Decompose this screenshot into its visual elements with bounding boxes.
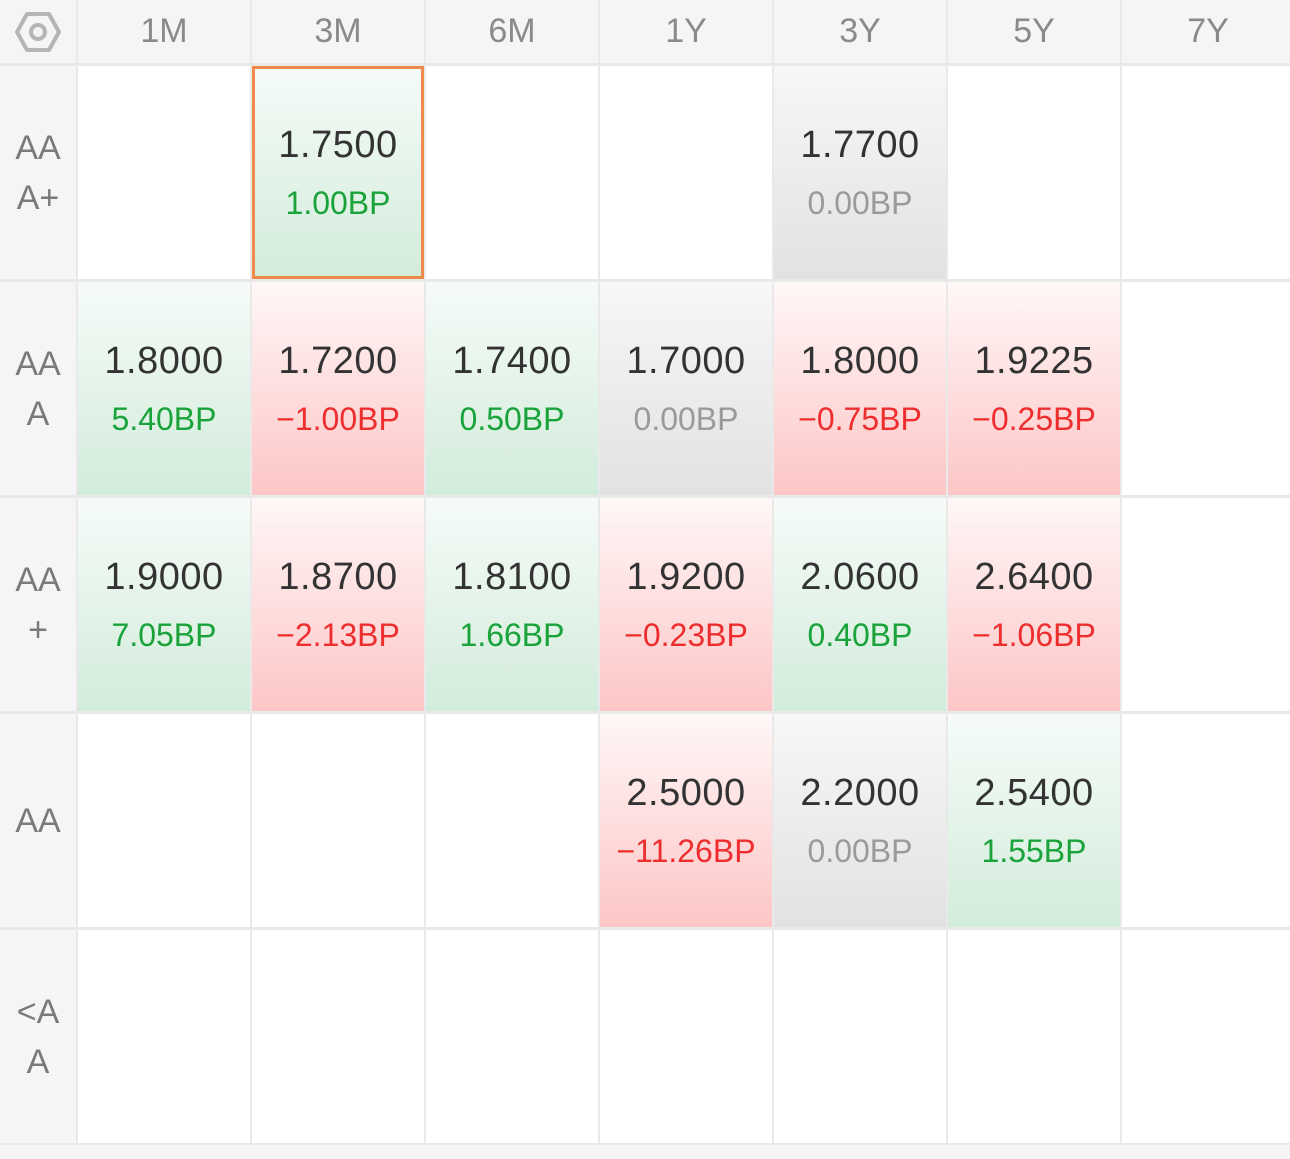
- yield-cell-1m[interactable]: 1.9000 7.05BP: [78, 498, 250, 711]
- yield-value: 1.7700: [800, 123, 920, 166]
- empty-cell-5y: [948, 930, 1120, 1143]
- yield-cell-3m[interactable]: 1.7200 −1.00BP: [252, 282, 424, 495]
- yield-cell-5y[interactable]: 2.6400 −1.06BP: [948, 498, 1120, 711]
- yield-cell-1y[interactable]: 2.5000 −11.26BP: [600, 714, 772, 927]
- yield-value: 1.9225: [974, 339, 1094, 382]
- empty-cell-3m: [252, 930, 424, 1143]
- column-header-3m[interactable]: 3M: [252, 0, 424, 63]
- column-header-1y[interactable]: 1Y: [600, 0, 772, 63]
- yield-cell-1m[interactable]: 1.8000 5.40BP: [78, 282, 250, 495]
- yield-change-bp: 7.05BP: [111, 616, 217, 653]
- yield-value: 2.6400: [974, 555, 1094, 598]
- yield-change-bp: −0.25BP: [972, 400, 1096, 437]
- empty-cell-6m: [426, 66, 598, 279]
- yield-cell-1y[interactable]: 1.7000 0.00BP: [600, 282, 772, 495]
- yield-change-bp: 0.00BP: [807, 184, 913, 221]
- yield-change-bp: 0.50BP: [459, 400, 565, 437]
- yield-cell-6m[interactable]: 1.7400 0.50BP: [426, 282, 598, 495]
- empty-cell-3m: [252, 714, 424, 927]
- yield-cell-6m[interactable]: 1.8100 1.66BP: [426, 498, 598, 711]
- yield-value: 1.8000: [800, 339, 920, 382]
- empty-cell-7y: [1122, 714, 1290, 927]
- hexagon-settings-icon: [15, 11, 61, 52]
- empty-cell-7y: [1122, 930, 1290, 1143]
- settings-button[interactable]: [0, 0, 76, 63]
- empty-cell-6m: [426, 714, 598, 927]
- yield-change-bp: 5.40BP: [111, 400, 217, 437]
- yield-value: 1.7400: [452, 339, 572, 382]
- yield-value: 2.0600: [800, 555, 920, 598]
- yield-value: 2.5400: [974, 771, 1094, 814]
- empty-cell-1y: [600, 930, 772, 1143]
- yield-value: 1.7000: [626, 339, 746, 382]
- yield-change-bp: −2.13BP: [276, 616, 400, 653]
- yield-cell-3y[interactable]: 1.7700 0.00BP: [774, 66, 946, 279]
- empty-cell-6m: [426, 930, 598, 1143]
- yield-change-bp: −0.23BP: [624, 616, 748, 653]
- yield-change-bp: 0.40BP: [807, 616, 913, 653]
- empty-cell-7y: [1122, 66, 1290, 279]
- empty-cell-3y: [774, 930, 946, 1143]
- yield-cell-5y[interactable]: 1.9225 −0.25BP: [948, 282, 1120, 495]
- column-header-1m[interactable]: 1M: [78, 0, 250, 63]
- yield-value: 1.8700: [278, 555, 398, 598]
- yield-change-bp: −1.06BP: [972, 616, 1096, 653]
- yield-change-bp: 1.00BP: [285, 184, 391, 221]
- yield-cell-1y[interactable]: 1.9200 −0.23BP: [600, 498, 772, 711]
- empty-cell-1m: [78, 66, 250, 279]
- yield-change-bp: 1.55BP: [981, 832, 1087, 869]
- yield-value: 1.8100: [452, 555, 572, 598]
- yield-change-bp: 1.66BP: [459, 616, 565, 653]
- yield-cell-3m[interactable]: 1.7500 1.00BP: [252, 66, 424, 279]
- empty-cell-1m: [78, 930, 250, 1143]
- yield-cell-3y[interactable]: 1.8000 −0.75BP: [774, 282, 946, 495]
- column-header-3y[interactable]: 3Y: [774, 0, 946, 63]
- yield-value: 1.7500: [278, 123, 398, 166]
- row-label-rating: AA +: [0, 498, 76, 711]
- yield-value: 1.8000: [104, 339, 224, 382]
- yield-change-bp: 0.00BP: [807, 832, 913, 869]
- yield-value: 1.9200: [626, 555, 746, 598]
- yield-change-bp: −0.75BP: [798, 400, 922, 437]
- empty-cell-7y: [1122, 282, 1290, 495]
- yield-cell-3y[interactable]: 2.0600 0.40BP: [774, 498, 946, 711]
- yield-value: 1.7200: [278, 339, 398, 382]
- empty-cell-7y: [1122, 498, 1290, 711]
- row-label-rating: AA A: [0, 282, 76, 495]
- yield-cell-3m[interactable]: 1.8700 −2.13BP: [252, 498, 424, 711]
- empty-cell-1y: [600, 66, 772, 279]
- yield-value: 2.2000: [800, 771, 920, 814]
- empty-cell-5y: [948, 66, 1120, 279]
- yield-change-bp: −11.26BP: [616, 832, 756, 869]
- yield-change-bp: 0.00BP: [633, 400, 739, 437]
- yield-value: 2.5000: [626, 771, 746, 814]
- row-label-rating: <A A: [0, 930, 76, 1143]
- column-header-6m[interactable]: 6M: [426, 0, 598, 63]
- yield-value: 1.9000: [104, 555, 224, 598]
- column-header-5y[interactable]: 5Y: [948, 0, 1120, 63]
- row-label-rating: AA A+: [0, 66, 76, 279]
- row-label-rating: AA: [0, 714, 76, 927]
- yield-change-bp: −1.00BP: [276, 400, 400, 437]
- empty-cell-1m: [78, 714, 250, 927]
- column-header-7y[interactable]: 7Y: [1122, 0, 1290, 63]
- yield-cell-5y[interactable]: 2.5400 1.55BP: [948, 714, 1120, 927]
- yield-cell-3y[interactable]: 2.2000 0.00BP: [774, 714, 946, 927]
